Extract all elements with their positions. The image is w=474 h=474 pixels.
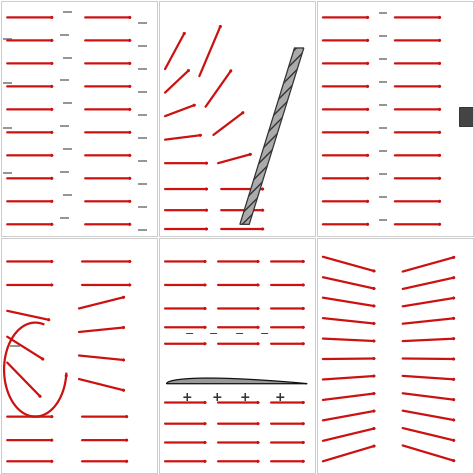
Text: c) Permanency: c) Permanency — [320, 241, 397, 251]
Text: +: + — [275, 392, 286, 404]
Text: +: + — [239, 392, 250, 404]
Polygon shape — [240, 48, 304, 224]
Bar — [459, 107, 473, 126]
Text: +: + — [182, 392, 192, 404]
Text: −: − — [185, 329, 195, 339]
Polygon shape — [166, 378, 307, 384]
Text: b) Direction of airflow: b) Direction of airflow — [162, 241, 275, 251]
Text: +: + — [211, 392, 222, 404]
Text: −: − — [209, 329, 218, 339]
Text: −: − — [260, 329, 270, 339]
Text: −: − — [235, 329, 245, 339]
